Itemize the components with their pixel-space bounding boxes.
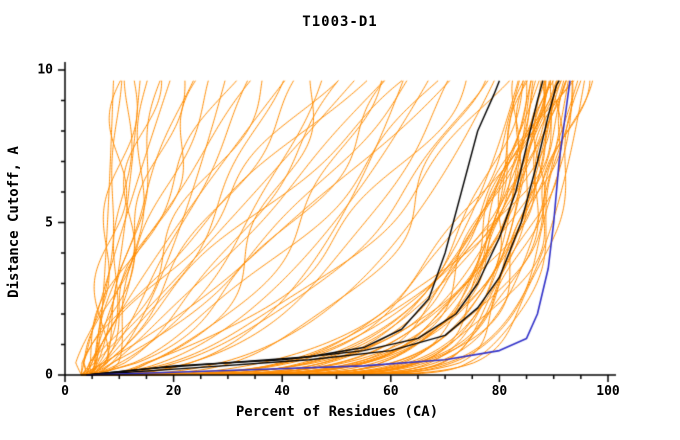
chart-title: T1003-D1	[302, 14, 378, 30]
x-tick-label: 40	[274, 384, 291, 399]
y-tick-label: 5	[45, 215, 53, 230]
y-axis-title: Distance Cutoff, A	[6, 146, 22, 298]
y-tick-label: 0	[45, 367, 53, 383]
x-tick-label: 100	[596, 384, 620, 399]
x-tick-label: 20	[165, 384, 182, 399]
x-axis-title: Percent of Residues (CA)	[235, 404, 439, 420]
x-tick-label: 60	[382, 384, 399, 399]
x-tick-label: 80	[491, 384, 508, 399]
y-tick-label: 10	[37, 62, 53, 78]
x-tick-label: 0	[61, 384, 69, 399]
